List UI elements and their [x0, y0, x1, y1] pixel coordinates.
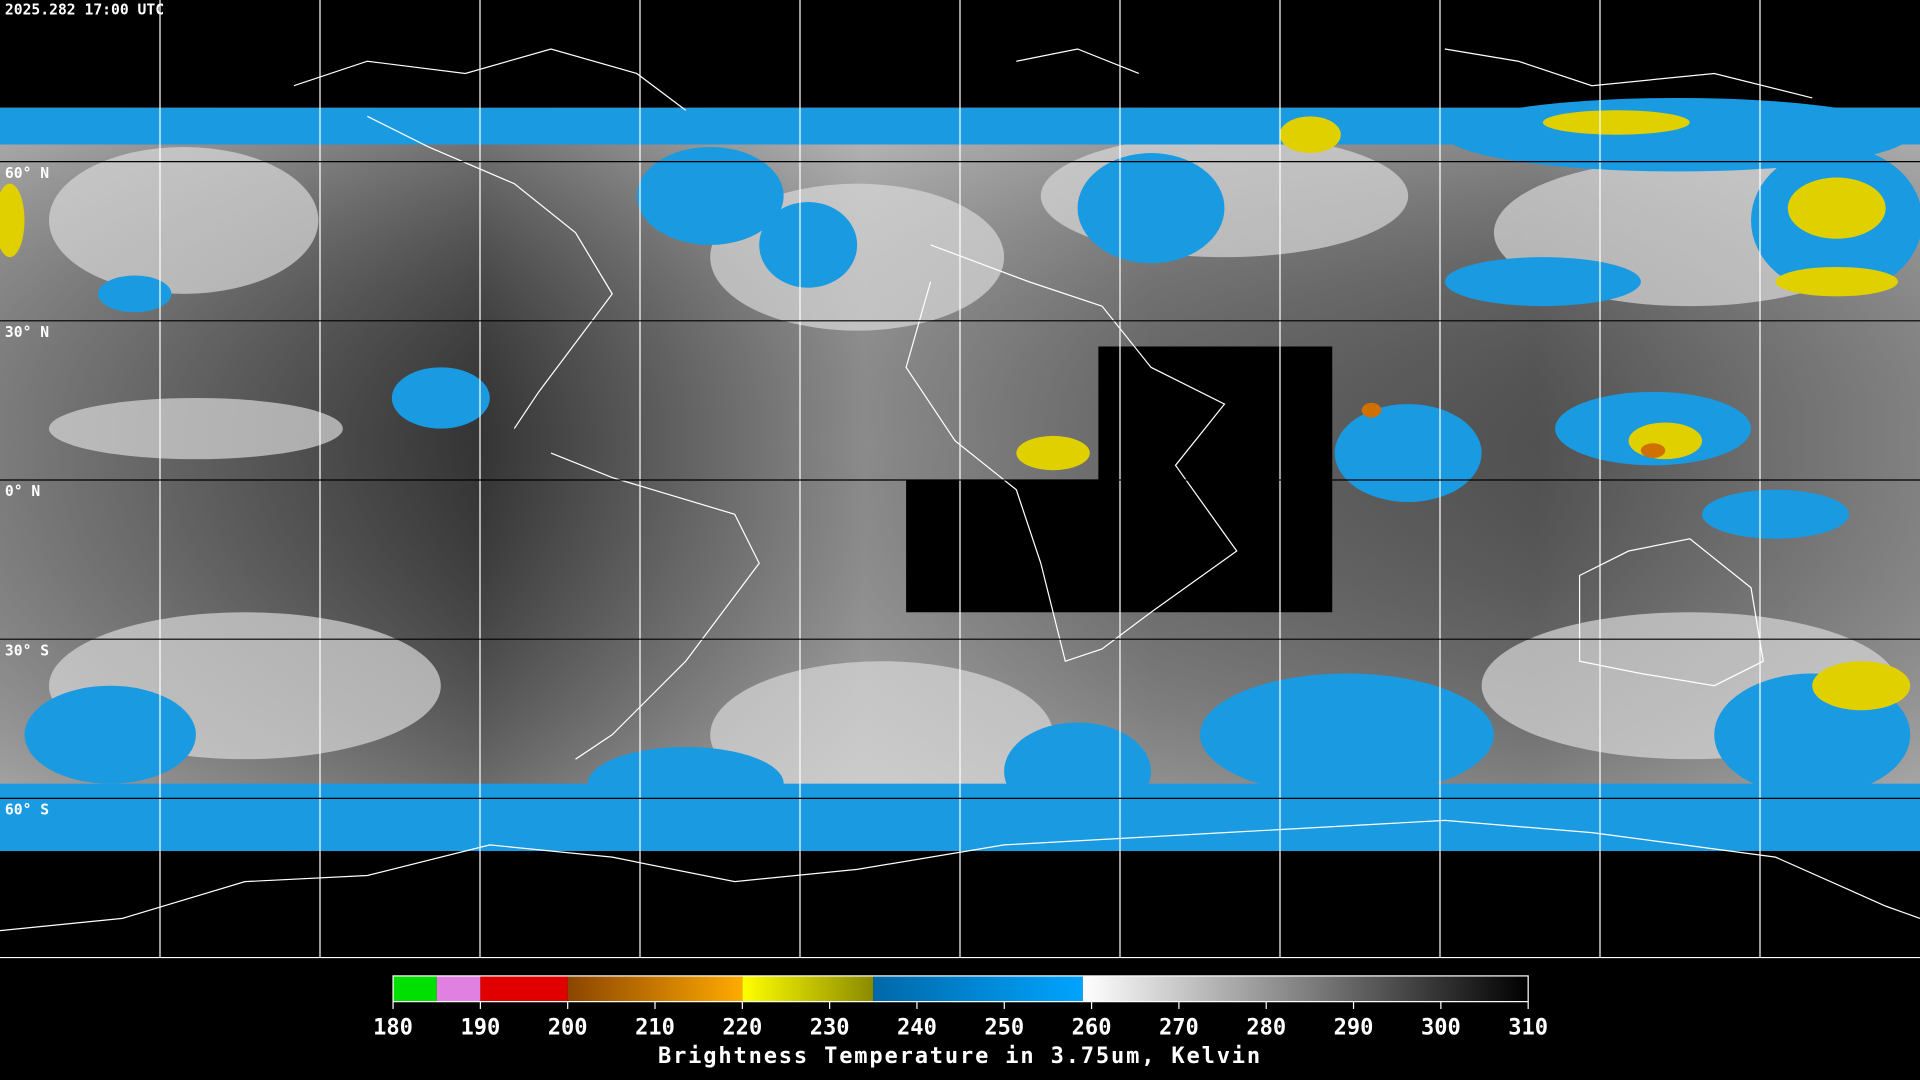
graticule: 60° N 30° N 0° N 30° S 60° S	[0, 0, 1920, 959]
colorbar-tick-label: 180	[373, 1016, 413, 1041]
colorbar-segment	[567, 975, 743, 1002]
colorbar-tick-label: 210	[635, 1016, 675, 1041]
colorbar-tick-label: 260	[1072, 1016, 1112, 1041]
colorbar-tick-label: 190	[460, 1016, 500, 1041]
colorbar-tick-label: 220	[722, 1016, 762, 1041]
colorbar-frame	[392, 975, 1529, 1003]
colorbar-tick-label: 230	[810, 1016, 850, 1041]
timestamp: 2025.282 17:00 UTC	[5, 2, 164, 19]
colorbar-tick-label: 310	[1508, 1016, 1548, 1041]
colorbar-segment	[436, 975, 481, 1002]
colorbar-tick-label: 290	[1334, 1016, 1374, 1041]
latitude-label: 30° S	[5, 642, 49, 659]
colorbar-title: Brightness Temperature in 3.75um, Kelvin	[658, 1044, 1262, 1069]
colorbar-tick-label: 240	[897, 1016, 937, 1041]
latitude-label: 60° N	[5, 165, 49, 182]
latitude-label: 0° N	[5, 483, 40, 500]
colorbar-tick-label: 270	[1159, 1016, 1199, 1041]
colorbar-segment	[742, 975, 874, 1002]
latitude-label: 30° N	[5, 324, 49, 341]
latitude-label: 60° S	[5, 802, 49, 819]
colorbar-segment	[393, 975, 437, 1002]
colorbar-segment	[873, 975, 1083, 1002]
colorbar-segment	[480, 975, 568, 1002]
colorbar-tick-label: 280	[1246, 1016, 1286, 1041]
colorbar-tick-label: 250	[984, 1016, 1024, 1041]
colorbar-tick-label: 300	[1421, 1016, 1461, 1041]
colorbar-tick-label: 200	[548, 1016, 588, 1041]
colorbar: 180 190 200 210 220 230 240 250 260 270 280 290 300 3…	[373, 975, 1548, 1041]
colorbar-segment	[1082, 975, 1529, 1002]
